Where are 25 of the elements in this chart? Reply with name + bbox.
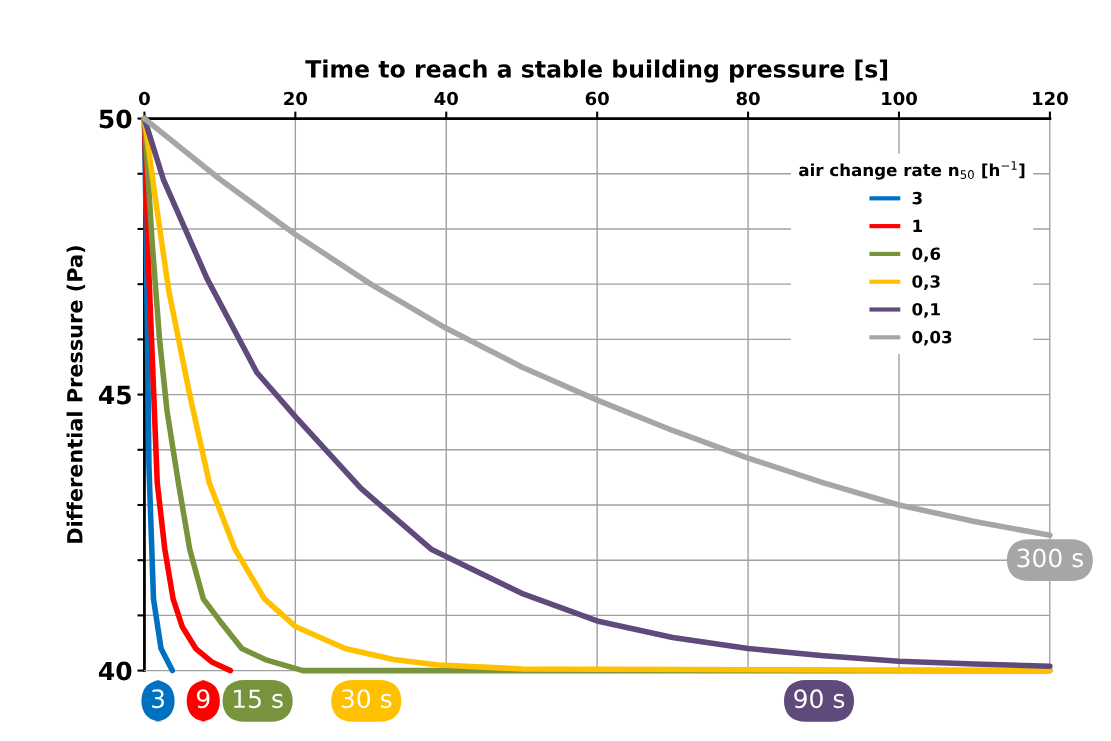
legend-label: 0,03 [912,330,952,346]
text: 90 s [794,689,845,709]
y-axis-title: Differential Pressure (Pa) [66,246,86,543]
text: 15 s [233,689,283,709]
legend-label: 3 [912,191,922,205]
x-tick-label: 80 [736,91,760,106]
annotation: 300 s [1017,548,1084,568]
x-tick-label: 120 [1033,91,1068,106]
y-tick-label: 40 [98,661,132,681]
legend-label: 0,1 [912,302,940,318]
x-tick-label: 0 [139,91,150,106]
legend-title: air change rate n$_{50}$ [h$^{−1}$] [799,161,1025,180]
x-tick-label: 20 [284,91,308,106]
legend-label: 0,6 [912,247,941,263]
y-tick-label: 45 [98,385,131,405]
legend-label: 0,3 [912,275,940,290]
x-tick-label: 60 [585,91,609,106]
x-axis-title: Time to reach a stable building pressure [s] [305,59,888,83]
legend-label: 1 [913,219,922,232]
y-tick-label: 50 [99,109,132,129]
text: 9 [196,689,210,709]
text: 30 s [341,689,392,709]
text: 3 [151,689,164,709]
x-tick-label: 40 [434,91,458,106]
x-tick-label: 100 [882,91,917,106]
